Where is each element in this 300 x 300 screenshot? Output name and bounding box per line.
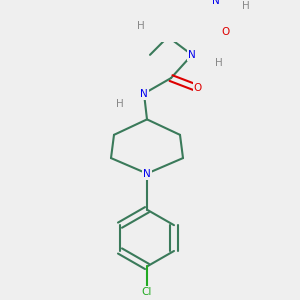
Text: N: N	[188, 50, 196, 60]
Text: O: O	[194, 83, 202, 93]
Text: N: N	[143, 169, 151, 178]
Text: H: H	[137, 22, 145, 32]
Text: Cl: Cl	[142, 287, 152, 297]
Text: N: N	[212, 0, 220, 6]
Text: O: O	[221, 27, 229, 37]
Text: H: H	[116, 99, 124, 109]
Text: N: N	[140, 88, 148, 99]
Text: H: H	[215, 58, 223, 68]
Text: H: H	[242, 1, 250, 11]
